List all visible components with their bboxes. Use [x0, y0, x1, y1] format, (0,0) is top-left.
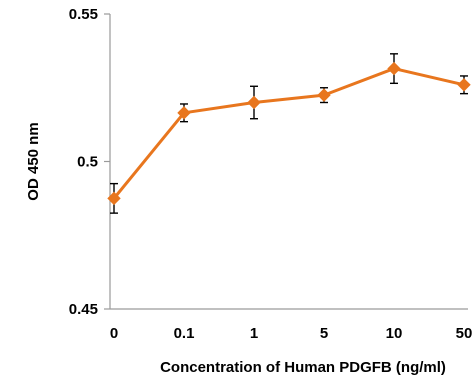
x-tick-label: 5: [320, 325, 328, 342]
x-tick-label: 0.1: [174, 325, 195, 342]
data-point: [387, 61, 401, 76]
data-point: [107, 191, 121, 206]
data-point: [317, 88, 331, 102]
x-tick-label: 1: [250, 325, 258, 342]
series-line: [112, 67, 465, 200]
y-tick-label: 0.55: [69, 6, 98, 23]
data-point: [457, 78, 471, 92]
y-axis-label: OD 450 nm: [25, 122, 42, 200]
data-point: [177, 106, 191, 120]
y-tick-label: 0.45: [69, 301, 98, 318]
y-tick-label: 0.5: [77, 154, 98, 171]
x-tick-label: 0: [110, 325, 118, 342]
plot-area: [107, 53, 471, 214]
x-tick-label: 10: [386, 325, 403, 342]
data-point: [247, 95, 261, 110]
axes: 0.45 0.5 0.55 0 0.1 1 5 10 50: [69, 6, 473, 342]
x-axis-label: Concentration of Human PDGFB (ng/ml): [160, 359, 446, 376]
x-tick-label: 50: [456, 325, 473, 342]
